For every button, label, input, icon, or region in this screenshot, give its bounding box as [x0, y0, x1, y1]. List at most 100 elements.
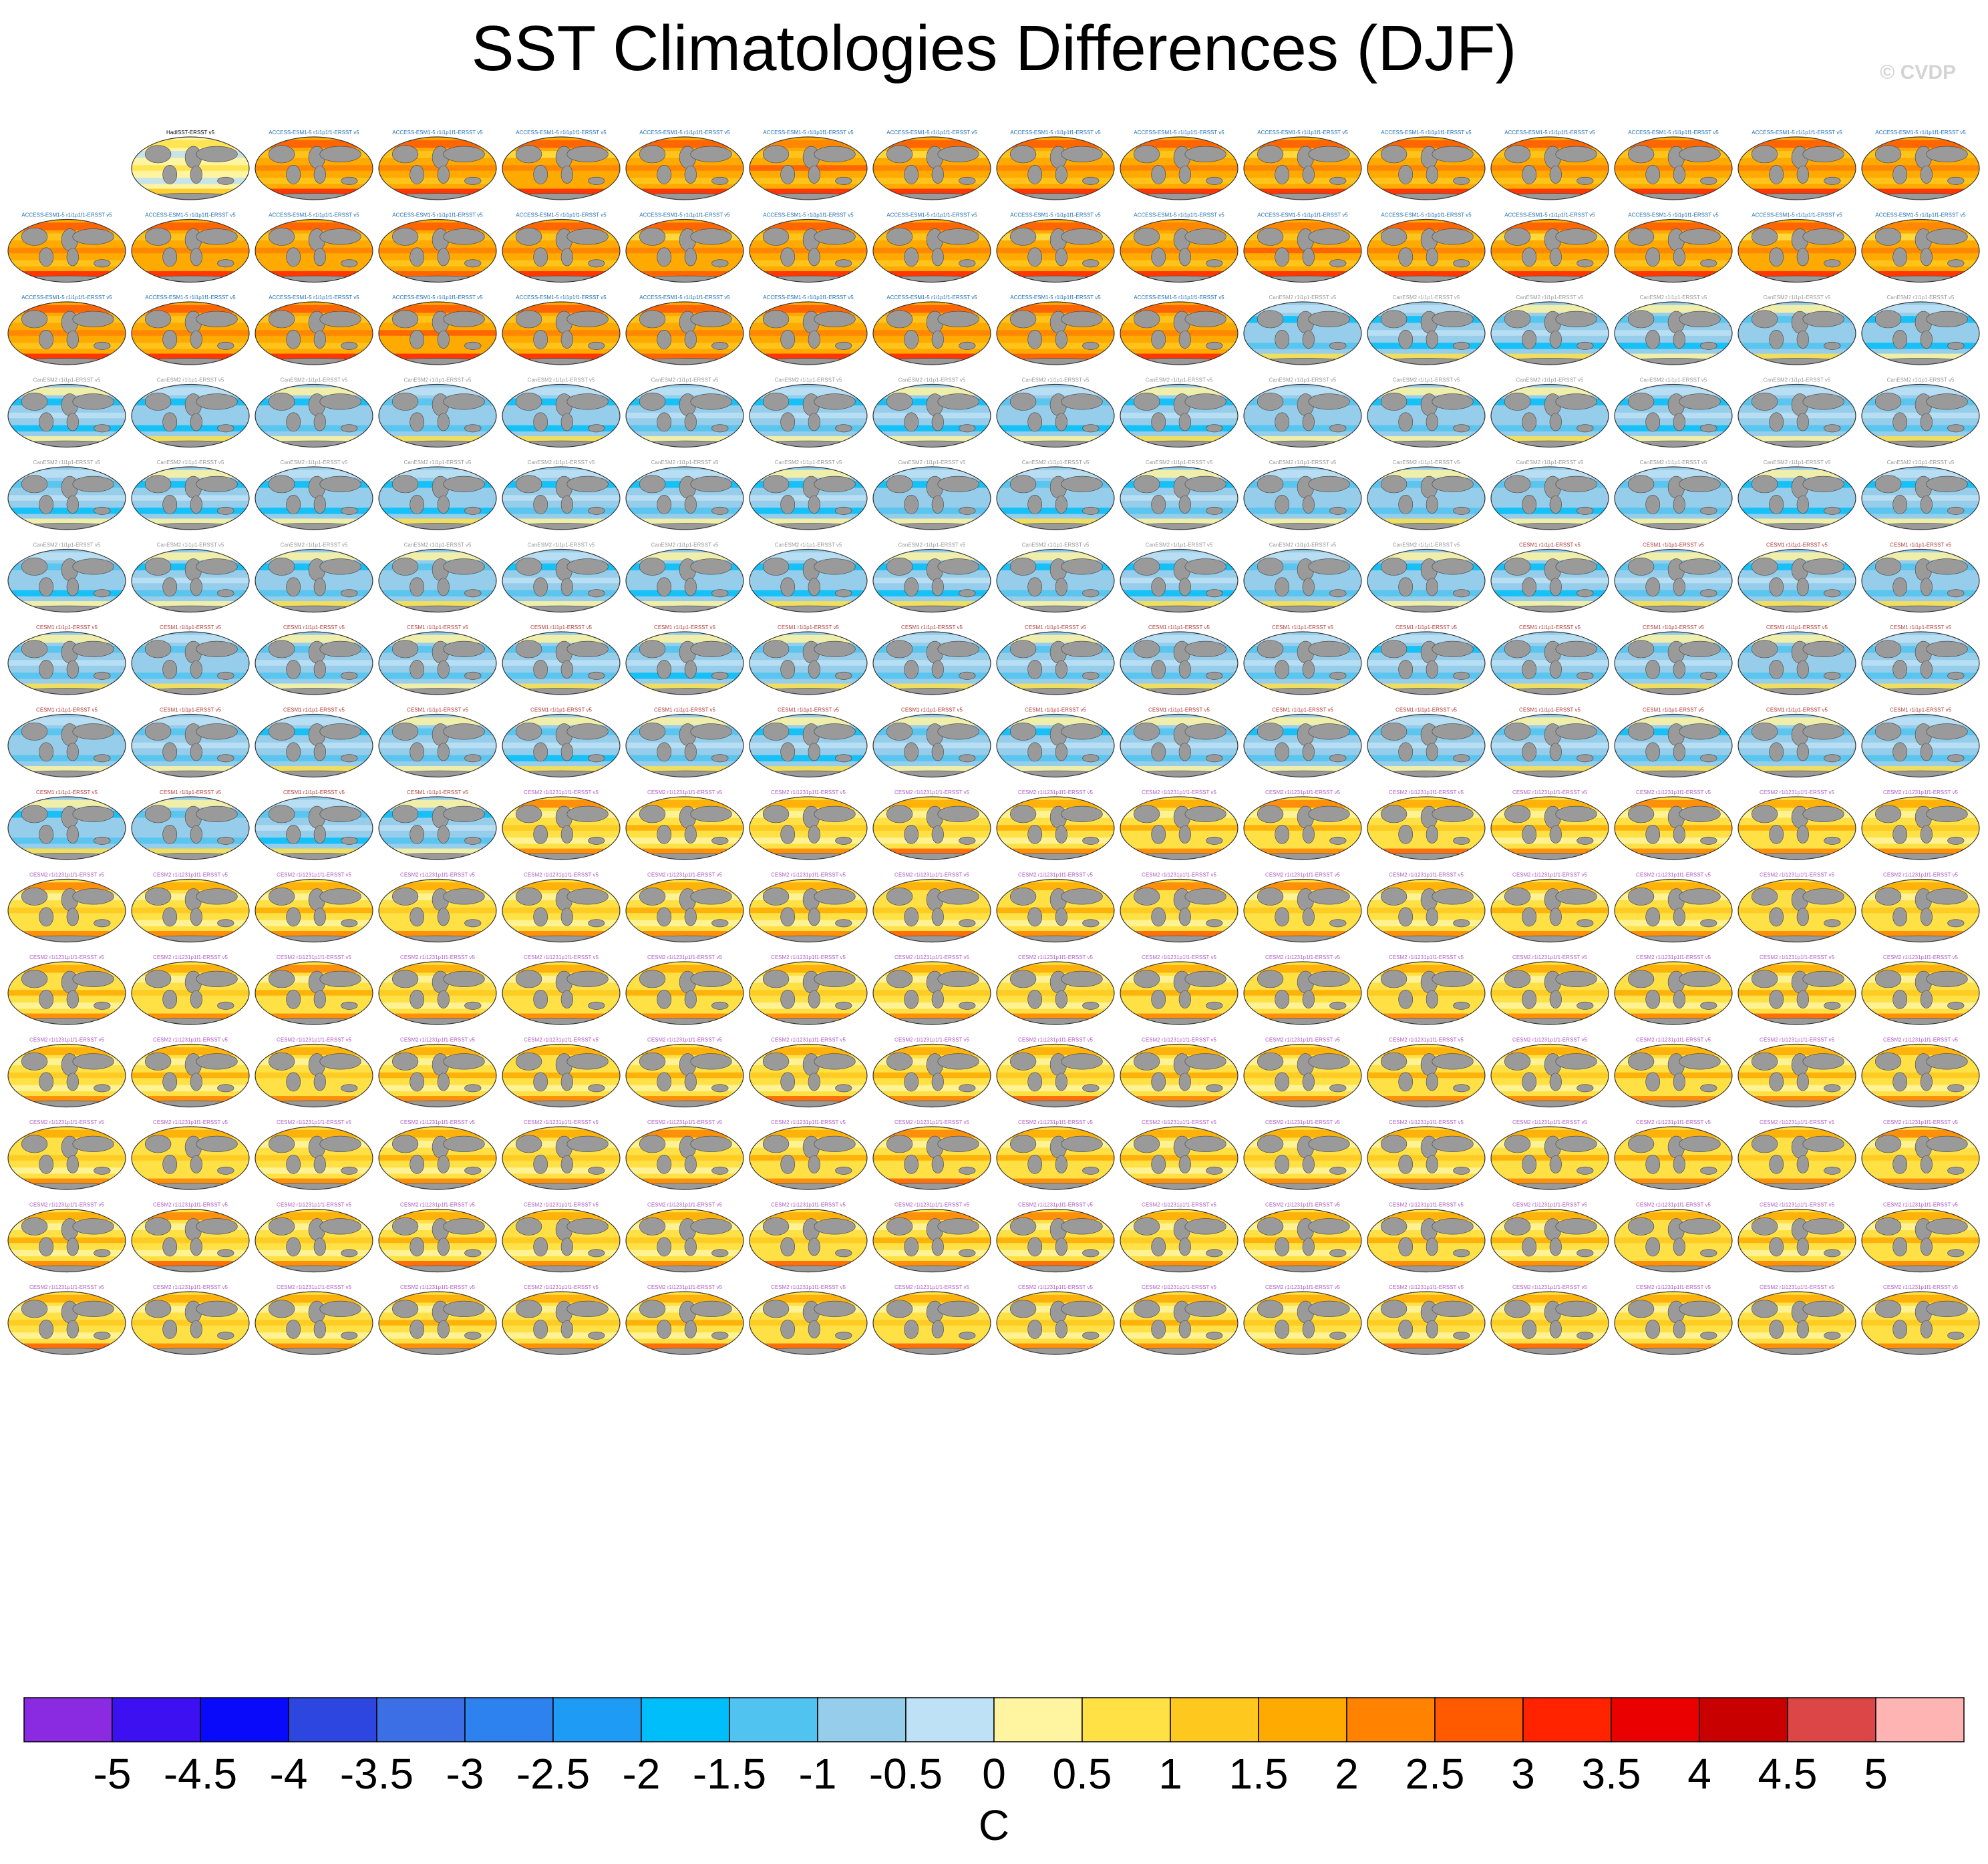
land-mask: [1769, 825, 1784, 844]
land-mask: [1769, 329, 1784, 349]
land-mask: [162, 247, 178, 267]
land-mask: [1522, 412, 1537, 432]
bias-band: [1120, 1212, 1238, 1220]
map-panel: CESM1 r1i1p1-ERSST v5: [378, 707, 497, 778]
bias-band: [132, 837, 249, 844]
map-panel: CanESM2 r1i1p1-ERSST v5: [131, 377, 250, 448]
bias-band: [379, 1212, 496, 1220]
bias-band: [379, 247, 496, 254]
bias-band: [255, 260, 373, 266]
panel-title: ACCESS-ESM1-5 r1i1p1f1-ERSST v5: [269, 130, 359, 136]
land-mask: [1947, 754, 1965, 763]
map-panel: CanESM2 r1i1p1-ERSST v5: [255, 377, 373, 448]
land-mask: [1082, 1249, 1100, 1258]
land-mask: [341, 836, 358, 845]
land-mask: [684, 825, 697, 844]
land-mask: [437, 825, 450, 844]
bias-band: [750, 1155, 867, 1161]
bias-band: [1367, 1332, 1485, 1339]
land-mask: [72, 393, 114, 410]
bias-band: [1491, 247, 1609, 254]
map-border: [7, 1043, 126, 1108]
map-border: [1614, 878, 1733, 943]
bias-band: [8, 1332, 126, 1339]
bias-band: [1615, 882, 1732, 890]
land-mask: [391, 392, 419, 411]
map-panel: CanESM2 r1i1p1-ERSST v5: [749, 377, 868, 448]
map-panel: CanESM2 r1i1p1-ERSST v5: [1737, 295, 1856, 365]
land-mask: [684, 413, 697, 431]
bias-band: [1615, 1129, 1732, 1138]
land-mask: [937, 1053, 979, 1070]
land-mask: [657, 660, 672, 679]
land-mask: [711, 341, 729, 350]
panel-title: CESM2 r1i1231p1f1-ERSST v5: [524, 1037, 599, 1043]
bias-band: [132, 387, 249, 395]
bias-band: [1491, 387, 1609, 395]
panel-title: CESM2 r1i1231p1f1-ERSST v5: [647, 1119, 722, 1125]
panel-title: CESM1 r1i1p1-ERSST v5: [407, 789, 468, 795]
colorbar-box: [817, 1697, 906, 1742]
map-border: [872, 631, 991, 695]
panel-title: CanESM2 r1i1p1-ERSST v5: [1764, 295, 1831, 301]
bias-band: [1738, 837, 1856, 844]
bias-band: [132, 920, 249, 926]
land-mask: [937, 393, 979, 410]
map-border: [7, 713, 126, 778]
bias-band: [502, 387, 620, 395]
bias-band: [379, 717, 496, 725]
bias-band: [1120, 1072, 1238, 1079]
land-mask: [1302, 330, 1315, 349]
land-mask: [437, 413, 450, 431]
land-mask: [1009, 310, 1037, 329]
land-mask: [313, 660, 326, 679]
land-mask: [196, 1053, 238, 1070]
bias-band: [1862, 1072, 1979, 1079]
land-mask: [94, 754, 111, 763]
bias-band: [8, 1167, 126, 1174]
map-border: [996, 631, 1115, 695]
land-mask: [814, 723, 856, 740]
map-border: [255, 301, 373, 365]
bias-band: [1120, 634, 1238, 643]
land-mask: [639, 392, 666, 411]
map-panel: CESM2 r1i1231p1f1-ERSST v5: [378, 1284, 497, 1355]
land-mask: [66, 248, 79, 266]
land-mask: [1920, 1073, 1933, 1091]
bias-band: [255, 577, 373, 584]
land-mask: [1082, 671, 1100, 680]
bias-band: [1120, 1294, 1238, 1303]
land-mask: [1275, 907, 1290, 927]
map-panel: CanESM2 r1i1p1-ERSST v5: [996, 459, 1115, 530]
bias-band: [1491, 140, 1609, 148]
bias-band: [750, 882, 867, 890]
land-mask: [313, 578, 326, 596]
map-panel: CESM2 r1i1231p1f1-ERSST v5: [1367, 1202, 1486, 1273]
colorbar-box: [552, 1697, 642, 1742]
bias-band: [379, 742, 496, 749]
land-mask: [1178, 660, 1191, 679]
land-mask: [1061, 393, 1103, 410]
map-border: [1737, 1043, 1856, 1108]
land-mask: [1308, 805, 1350, 822]
land-mask: [39, 825, 54, 844]
map-border: [378, 301, 497, 365]
land-mask: [1055, 495, 1067, 514]
map-panel: CESM1 r1i1p1-ERSST v5: [749, 707, 868, 778]
land-mask: [1027, 907, 1043, 927]
land-mask: [588, 589, 605, 598]
land-mask: [1504, 557, 1531, 576]
land-mask: [780, 495, 796, 514]
credit-label: © CVDP: [1880, 61, 1956, 83]
bias-band: [750, 1047, 867, 1055]
land-mask: [341, 671, 358, 680]
map-panel: CanESM2 r1i1p1-ERSST v5: [1367, 295, 1486, 365]
land-mask: [1700, 176, 1717, 185]
panel-title: CESM1 r1i1p1-ERSST v5: [1025, 624, 1086, 630]
map-border: [872, 466, 991, 530]
bias-band: [1615, 425, 1732, 431]
bias-band: [255, 1332, 373, 1339]
land-mask: [1308, 558, 1350, 575]
map-panel: CESM2 r1i1231p1f1-ERSST v5: [1120, 1284, 1238, 1355]
panel-title: CanESM2 r1i1p1-ERSST v5: [157, 542, 224, 548]
